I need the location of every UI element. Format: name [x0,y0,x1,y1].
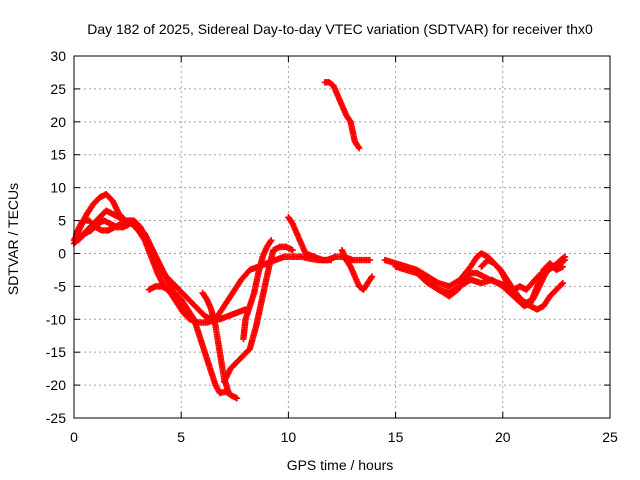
series-track-10 [321,79,362,151]
data-point [355,143,362,151]
x-tick-label: 20 [495,429,511,445]
series-track-7 [220,243,295,385]
data-point [355,144,363,152]
data-point [225,388,232,395]
chart-title: Day 182 of 2025, Sidereal Day-to-day VTE… [87,21,593,37]
data-point [289,246,296,254]
y-tick-label: -10 [46,311,66,327]
series-track-9 [285,214,333,264]
series-track-8 [240,238,274,343]
x-axis-label: GPS time / hours [287,457,394,473]
x-tick-label: 25 [602,429,618,445]
x-tick-label: 10 [281,429,297,445]
data-point [126,220,133,228]
plot-frame [73,55,611,419]
data-point [559,263,567,270]
y-tick-label: 15 [50,147,66,163]
y-tick-label: 25 [50,81,66,97]
series-track-14 [413,260,565,310]
x-tick-label: 0 [70,429,78,445]
data-point [368,273,376,280]
y-tick-label: -25 [46,410,66,426]
x-tick-label: 15 [388,429,404,445]
data-point [233,395,241,402]
data-points [70,79,569,402]
data-point [560,254,568,261]
x-tick-label: 5 [177,429,185,445]
series-track-11 [338,246,375,293]
data-point [328,256,335,264]
data-point [180,309,187,316]
data-point [268,237,275,244]
y-tick-label: 5 [58,213,66,229]
data-point [267,238,274,245]
data-point [367,274,375,282]
data-point [366,256,374,264]
data-point [559,279,567,287]
series-track-4 [75,217,132,244]
y-tick-label: -20 [46,377,66,393]
y-tick-label: 10 [50,180,66,196]
series-track-6 [199,289,232,394]
y-tick-label: -15 [46,344,66,360]
data-point [561,253,569,260]
data-point [346,117,353,124]
y-tick-label: 0 [58,245,66,261]
axis-ticks: 0 5 10 15 20 25 -25 -20 -15 -10 -5 0 5 10 15 20 25 30 [46,48,618,445]
y-axis-label: SDTVAR / TECUs [5,183,21,295]
y-tick-label: 20 [50,114,66,130]
data-point [558,280,565,288]
y-tick-label: 30 [50,48,66,64]
y-tick-label: -5 [54,278,67,294]
series-track-15 [478,254,568,293]
